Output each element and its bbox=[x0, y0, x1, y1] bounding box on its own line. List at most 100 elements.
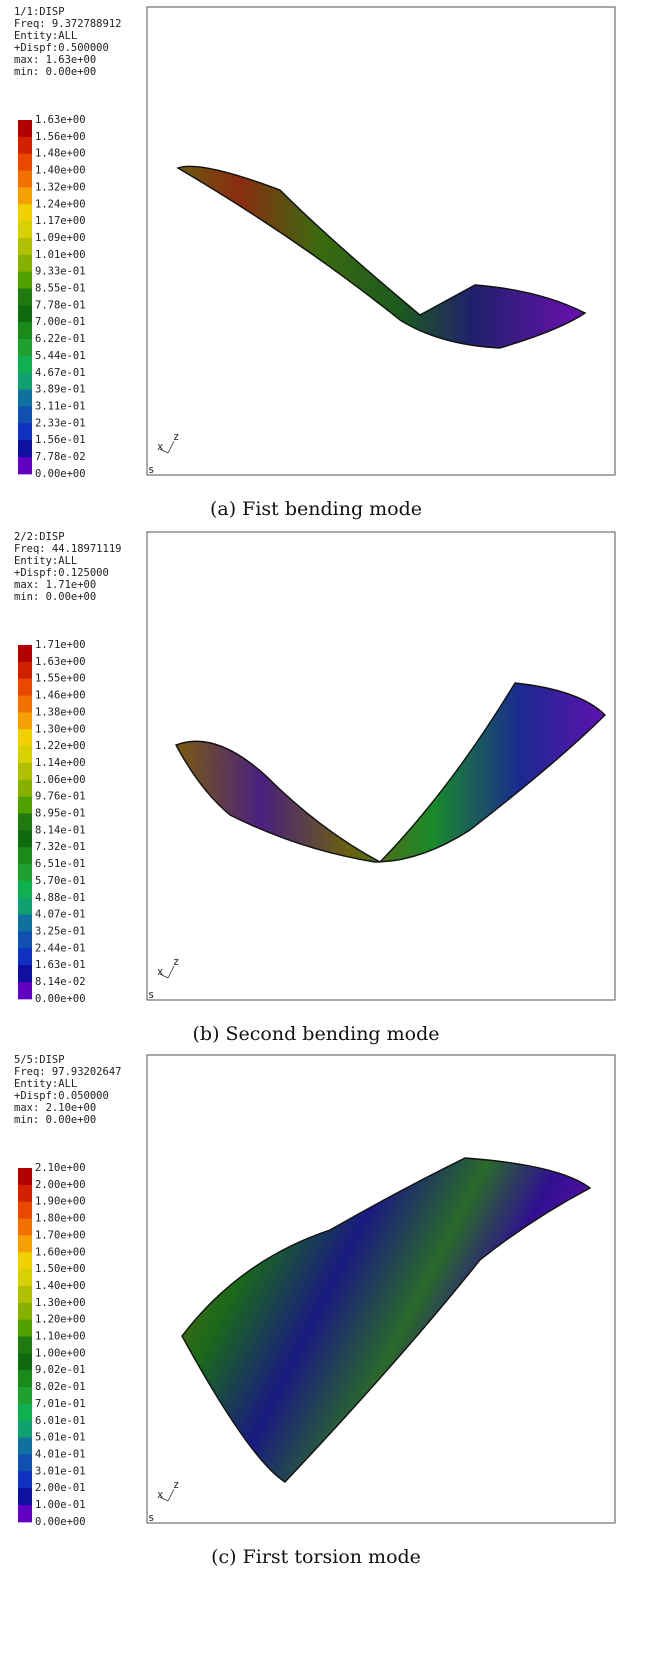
legend-label: 7.32e-01 bbox=[35, 841, 86, 853]
legend-swatch bbox=[18, 153, 32, 172]
legend-swatch bbox=[18, 1471, 32, 1489]
viewport-frame bbox=[146, 531, 616, 1001]
legend-label: 1.71e+00 bbox=[35, 639, 86, 651]
legend-swatch bbox=[18, 288, 32, 306]
legend-label: 1.80e+00 bbox=[35, 1213, 86, 1225]
legend-label: 1.63e+00 bbox=[35, 656, 86, 668]
legend-swatch bbox=[18, 271, 32, 289]
legend-swatch bbox=[18, 372, 32, 391]
legend-swatch bbox=[18, 864, 32, 882]
legend-label: 1.01e+00 bbox=[35, 249, 86, 261]
legend-swatch bbox=[18, 187, 32, 205]
triad bbox=[159, 965, 175, 979]
legend-label: 1.00e-01 bbox=[35, 1499, 86, 1511]
legend-swatch bbox=[18, 389, 32, 407]
legend-label: 4.88e-01 bbox=[35, 892, 86, 904]
legend-swatch bbox=[18, 1403, 32, 1422]
header-line: max: 2.10e+00 bbox=[14, 1102, 96, 1114]
viewport-frame bbox=[146, 1054, 616, 1524]
legend-label: 2.33e-01 bbox=[35, 417, 86, 429]
header-line: +Dispf:0.050000 bbox=[14, 1090, 109, 1102]
legend-label: 1.24e+00 bbox=[35, 198, 86, 210]
legend-label: 1.55e+00 bbox=[35, 673, 86, 685]
legend-label: 9.33e-01 bbox=[35, 266, 86, 278]
legend-label: 7.78e-02 bbox=[35, 451, 86, 463]
legend-swatch bbox=[18, 830, 32, 848]
legend-label: 8.02e-01 bbox=[35, 1381, 86, 1393]
legend-label: 0.00e+00 bbox=[35, 468, 86, 480]
legend-label: 1.38e+00 bbox=[35, 706, 86, 718]
legend-label: 1.09e+00 bbox=[35, 232, 86, 244]
triad-x: x bbox=[157, 1489, 163, 1501]
legend-swatch bbox=[18, 1184, 32, 1203]
mode-shape bbox=[176, 165, 587, 349]
legend-label: 0.00e+00 bbox=[35, 1516, 86, 1528]
header-line: Freq: 9.372788912 bbox=[14, 18, 121, 30]
triad-x: x bbox=[157, 966, 163, 978]
legend-swatch bbox=[18, 1437, 32, 1455]
legend-swatch bbox=[18, 746, 32, 764]
legend-label: 1.17e+00 bbox=[35, 215, 86, 227]
legend-label: 1.60e+00 bbox=[35, 1246, 86, 1258]
header-line: Entity:ALL bbox=[14, 1078, 77, 1090]
legend-swatch bbox=[18, 440, 32, 458]
legend-swatch bbox=[18, 813, 32, 831]
legend-swatch bbox=[18, 695, 32, 713]
legend-swatch bbox=[18, 645, 32, 663]
legend-swatch bbox=[18, 1370, 32, 1388]
legend-label: 7.01e-01 bbox=[35, 1398, 86, 1410]
legend-label: 1.10e+00 bbox=[35, 1331, 86, 1343]
legend-swatch bbox=[18, 423, 32, 441]
caption: (a) Fist bending mode bbox=[210, 498, 422, 520]
legend-label: 1.50e+00 bbox=[35, 1263, 86, 1275]
legend-label: 6.22e-01 bbox=[35, 333, 86, 345]
legend-swatch bbox=[18, 406, 32, 424]
legend-swatch bbox=[18, 880, 32, 899]
legend-label: 1.46e+00 bbox=[35, 690, 86, 702]
legend-label: 7.78e-01 bbox=[35, 299, 86, 311]
legend-swatch bbox=[18, 1269, 32, 1287]
legend-swatch bbox=[18, 204, 32, 222]
legend-label: 4.07e-01 bbox=[35, 909, 86, 921]
triad-z: z bbox=[173, 956, 179, 968]
legend-label: 1.63e+00 bbox=[35, 114, 86, 126]
triad-z: z bbox=[173, 431, 179, 443]
legend-label: 1.48e+00 bbox=[35, 148, 86, 160]
legend-swatch bbox=[18, 1488, 32, 1506]
legend-label: 5.01e-01 bbox=[35, 1432, 86, 1444]
legend-swatch bbox=[18, 254, 32, 273]
corner-mark: s bbox=[148, 989, 154, 1001]
legend-label: 8.55e-01 bbox=[35, 283, 86, 295]
legend-label: 8.14e-02 bbox=[35, 976, 86, 988]
legend-swatch bbox=[18, 1235, 32, 1253]
legend-label: 1.06e+00 bbox=[35, 774, 86, 786]
mode-shape bbox=[175, 682, 606, 863]
legend-label: 3.89e-01 bbox=[35, 384, 86, 396]
legend-swatch bbox=[18, 661, 32, 680]
triad bbox=[159, 1488, 175, 1502]
legend-swatch bbox=[18, 948, 32, 966]
legend-label: 1.90e+00 bbox=[35, 1196, 86, 1208]
header-line: 5/5:DISP bbox=[14, 1054, 65, 1066]
legend-swatch bbox=[18, 305, 32, 323]
header-line: Freq: 97.93202647 bbox=[14, 1066, 121, 1078]
legend-swatch bbox=[18, 796, 32, 814]
legend-label: 1.30e+00 bbox=[35, 723, 86, 735]
legend-label: 1.40e+00 bbox=[35, 165, 86, 177]
legend-swatch bbox=[18, 339, 32, 357]
legend-label: 3.01e-01 bbox=[35, 1465, 86, 1477]
caption: (b) Second bending mode bbox=[193, 1023, 440, 1045]
legend-label: 8.95e-01 bbox=[35, 808, 86, 820]
legend-swatch bbox=[18, 136, 32, 155]
legend-swatch bbox=[18, 120, 32, 138]
legend-swatch bbox=[18, 237, 32, 256]
legend-swatch bbox=[18, 1454, 32, 1472]
legend-swatch bbox=[18, 897, 32, 916]
legend-swatch bbox=[18, 221, 32, 239]
legend-label: 0.00e+00 bbox=[35, 993, 86, 1005]
header-line: min: 0.00e+00 bbox=[14, 1114, 96, 1126]
legend-label: 6.51e-01 bbox=[35, 858, 86, 870]
